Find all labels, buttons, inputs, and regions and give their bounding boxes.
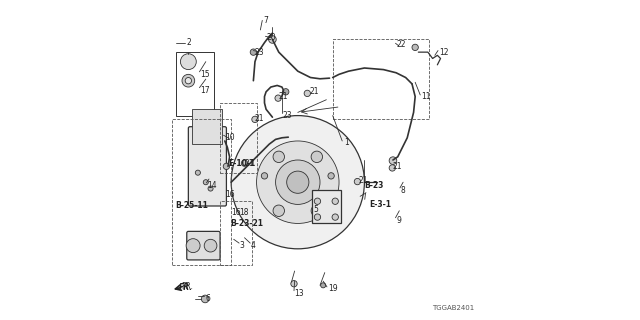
Bar [312,190,341,223]
Text: E-10-1: E-10-1 [228,159,256,168]
Text: 8: 8 [401,186,406,195]
Text: 3: 3 [239,241,244,250]
Circle shape [311,205,323,216]
Text: 21: 21 [244,159,254,168]
Circle shape [186,239,200,252]
Text: 10: 10 [225,133,234,142]
Circle shape [182,74,195,87]
Text: 18: 18 [239,208,248,217]
Text: 21: 21 [358,176,367,185]
Bar [175,52,214,116]
Text: B-23-21: B-23-21 [230,219,264,228]
Text: 1: 1 [344,138,349,147]
Circle shape [304,90,310,97]
Text: 21: 21 [310,87,319,96]
Circle shape [389,157,397,164]
Bar [191,109,221,144]
Text: 16: 16 [225,190,234,199]
Circle shape [332,198,339,204]
Circle shape [283,89,289,95]
Circle shape [204,180,209,185]
Text: 2: 2 [187,38,191,47]
Circle shape [273,205,284,216]
Text: 13: 13 [294,289,304,298]
Bar [173,119,231,265]
Circle shape [321,283,326,288]
Text: 19: 19 [328,284,337,293]
Bar [220,103,257,173]
Circle shape [412,44,419,51]
Circle shape [355,178,360,185]
Text: 15: 15 [200,70,210,79]
Circle shape [202,295,209,303]
Text: E-3-1: E-3-1 [369,200,391,209]
Circle shape [314,214,321,220]
Circle shape [195,170,200,175]
Text: 9: 9 [396,216,401,225]
Text: 4: 4 [250,241,255,250]
Text: B-25-11: B-25-11 [175,202,209,211]
Bar [220,201,252,265]
Circle shape [332,214,339,220]
Text: 17: 17 [200,86,210,95]
Text: 21: 21 [278,92,287,101]
Circle shape [328,173,334,179]
Text: 11: 11 [422,92,431,101]
Text: 23: 23 [283,111,292,120]
Circle shape [241,160,248,166]
Circle shape [180,54,196,69]
Text: 5: 5 [314,205,319,214]
FancyBboxPatch shape [188,127,227,206]
Text: 14: 14 [207,181,217,190]
Circle shape [231,116,364,249]
Circle shape [269,36,276,43]
Text: 21: 21 [255,114,264,123]
Text: 6: 6 [205,294,210,303]
Circle shape [250,49,257,55]
Circle shape [252,116,258,123]
Circle shape [314,198,321,204]
Circle shape [275,95,282,101]
Text: 21: 21 [393,162,403,171]
Text: FR.: FR. [181,282,193,292]
Text: FR.: FR. [179,283,193,292]
Text: 7: 7 [263,16,268,25]
Bar [333,39,429,119]
Circle shape [276,160,320,204]
Circle shape [257,141,339,223]
Text: 12: 12 [439,48,449,57]
Text: 22: 22 [396,40,406,49]
Text: 23: 23 [254,48,264,57]
Circle shape [273,151,284,163]
Circle shape [287,171,309,193]
Text: TGGAB2401: TGGAB2401 [431,305,474,311]
Circle shape [223,163,230,170]
Circle shape [185,77,191,84]
Circle shape [389,165,396,171]
Text: 16: 16 [231,208,241,217]
Circle shape [291,281,297,287]
Text: 20: 20 [266,33,276,42]
Circle shape [208,186,213,191]
Circle shape [204,239,217,252]
Text: B-23: B-23 [364,181,384,190]
FancyBboxPatch shape [187,231,220,260]
Circle shape [261,173,268,179]
Circle shape [311,151,323,163]
